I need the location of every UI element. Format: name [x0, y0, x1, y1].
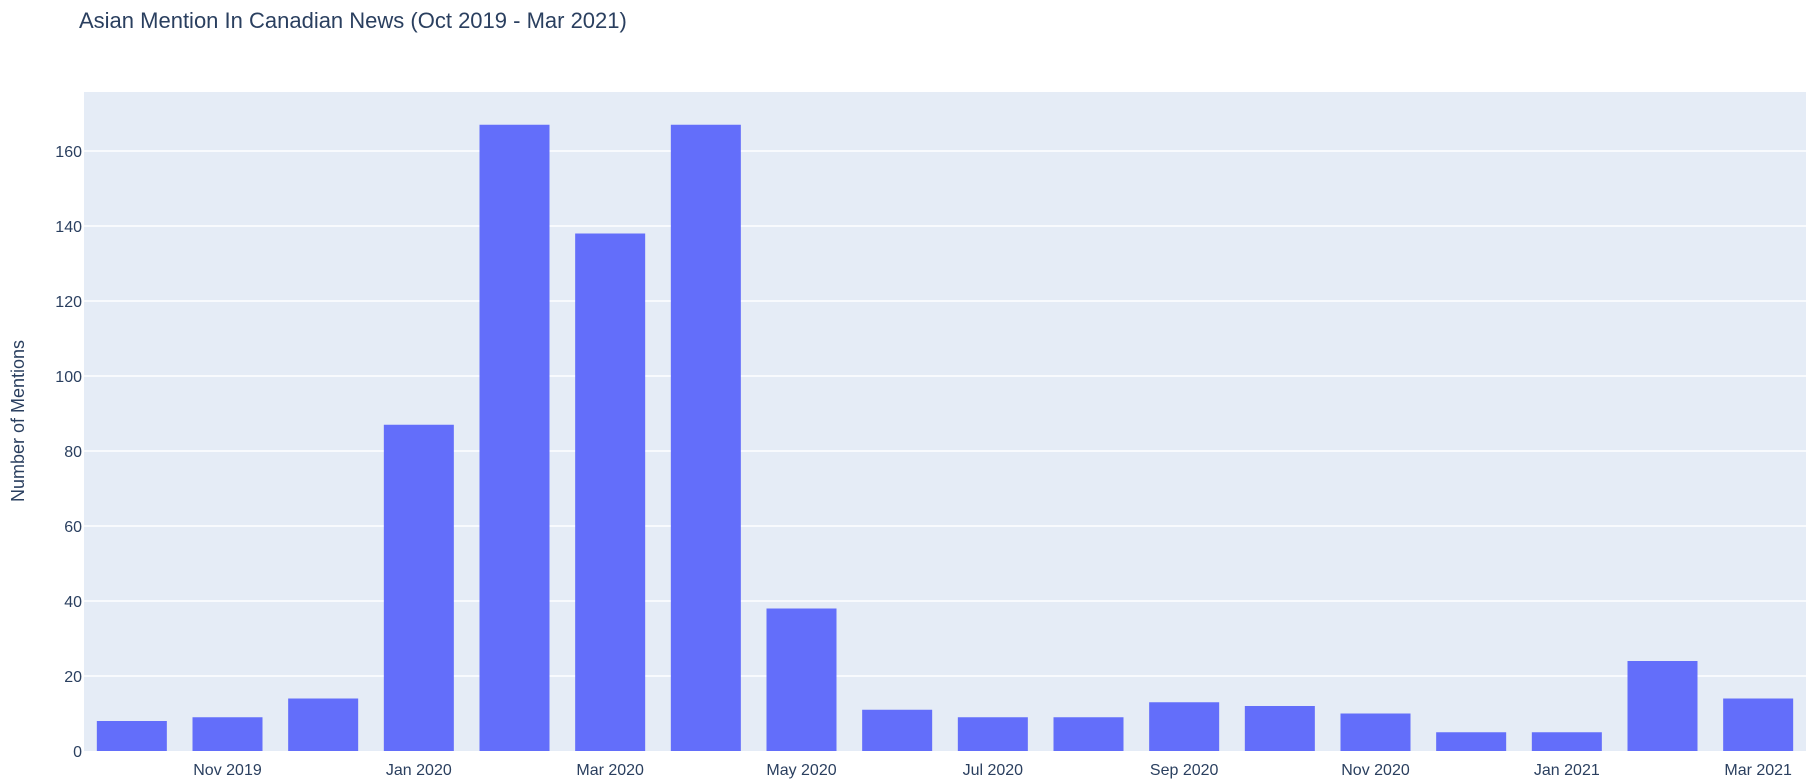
bar	[1531, 732, 1602, 751]
x-axis-ticks: Nov 2019 Jan 2020 Mar 2020 May 2020 Jul 2020…	[193, 762, 1792, 779]
bar	[1627, 661, 1698, 751]
y-tick-label: 140	[55, 219, 82, 236]
y-axis-ticks: 0 20 40 60 80 100 120 140 160	[55, 144, 82, 761]
bar	[957, 717, 1028, 751]
bar	[1436, 732, 1507, 751]
x-tick-label: Nov 2019	[193, 762, 262, 779]
bar	[575, 233, 646, 751]
y-tick-label: 20	[64, 669, 82, 686]
x-tick-label: Nov 2020	[1341, 762, 1410, 779]
x-tick-label: Jan 2020	[386, 762, 452, 779]
bar	[862, 709, 933, 751]
y-tick-label: 0	[73, 744, 82, 761]
x-tick-label: Sep 2020	[1150, 762, 1219, 779]
bar	[1053, 717, 1124, 751]
x-tick-label: May 2020	[766, 762, 836, 779]
bar	[192, 717, 263, 751]
y-tick-label: 60	[64, 519, 82, 536]
bar	[1723, 698, 1794, 751]
bar	[1340, 713, 1411, 751]
bar	[670, 124, 741, 751]
x-tick-label: Jan 2021	[1534, 762, 1600, 779]
plot-area	[84, 92, 1806, 751]
bar	[766, 608, 837, 751]
y-tick-label: 160	[55, 144, 82, 161]
y-tick-label: 100	[55, 369, 82, 386]
bar	[1244, 706, 1315, 751]
gridlines	[84, 150, 1806, 677]
bar	[1149, 702, 1220, 751]
y-axis-label: Number of Mentions	[8, 340, 28, 502]
bar	[96, 721, 167, 751]
bar	[383, 424, 454, 751]
x-tick-label: Jul 2020	[963, 762, 1024, 779]
y-tick-label: 120	[55, 294, 82, 311]
y-tick-label: 80	[64, 444, 82, 461]
x-tick-label: Mar 2021	[1724, 762, 1792, 779]
chart-title: Asian Mention In Canadian News (Oct 2019…	[79, 8, 627, 33]
bar	[479, 124, 550, 751]
x-tick-label: Mar 2020	[576, 762, 644, 779]
y-tick-label: 40	[64, 594, 82, 611]
bar	[288, 698, 359, 751]
bars	[96, 124, 1794, 751]
